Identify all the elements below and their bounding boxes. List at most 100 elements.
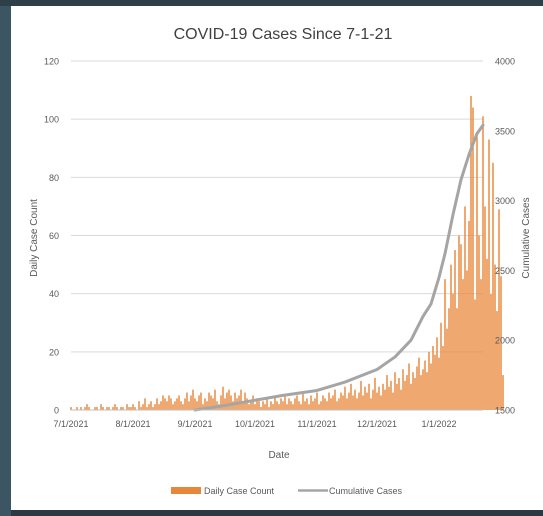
bar-2021-11-02 bbox=[318, 404, 320, 410]
x-tick-11/1/2021: 11/1/2021 bbox=[297, 419, 336, 429]
bar-2021-10-09 bbox=[270, 401, 272, 410]
bar-2021-07-22 bbox=[112, 407, 114, 410]
bar-2021-10-24 bbox=[300, 404, 302, 410]
bar-2021-09-04 bbox=[200, 392, 202, 410]
bar-2021-09-24 bbox=[240, 389, 242, 410]
bar-2021-10-08 bbox=[268, 407, 270, 410]
bar-2021-07-06 bbox=[80, 407, 82, 410]
bar-2021-11-20 bbox=[354, 389, 356, 410]
bar-2021-08-30 bbox=[190, 395, 192, 410]
bar-2021-12-22 bbox=[418, 357, 420, 410]
bar-2021-12-03 bbox=[380, 395, 382, 410]
bar-2021-12-05 bbox=[384, 389, 386, 410]
bar-2021-08-07 bbox=[144, 398, 146, 410]
bar-2021-10-02 bbox=[256, 398, 258, 410]
y-left-tick-100: 100 bbox=[44, 115, 59, 125]
bar-2021-07-10 bbox=[88, 407, 90, 410]
bar-2021-10-10 bbox=[272, 404, 274, 410]
bar-2021-10-14 bbox=[280, 398, 282, 410]
y-left-tick-20: 20 bbox=[49, 347, 59, 357]
bar-2021-11-13 bbox=[340, 392, 342, 410]
bar-2022-01-13 bbox=[462, 279, 464, 411]
bar-2022-01-31 bbox=[498, 209, 500, 410]
bar-2021-12-30 bbox=[434, 354, 436, 410]
bar-2021-08-29 bbox=[188, 401, 190, 410]
bar-2021-11-15 bbox=[344, 386, 346, 410]
bar-2021-11-06 bbox=[326, 401, 328, 410]
window-top-edge bbox=[0, 0, 543, 6]
bar-2021-10-12 bbox=[276, 401, 278, 410]
bar-2021-10-27 bbox=[306, 398, 308, 410]
bar-2021-10-17 bbox=[286, 404, 288, 410]
bar-2021-12-06 bbox=[386, 375, 388, 410]
bar-2021-08-11 bbox=[152, 407, 154, 410]
bar-2021-10-19 bbox=[290, 401, 292, 410]
bar-2021-11-12 bbox=[338, 398, 340, 410]
bar-2021-07-27 bbox=[122, 407, 124, 410]
bar-2022-01-22 bbox=[480, 279, 482, 411]
bar-2021-10-05 bbox=[262, 401, 264, 410]
bar-2021-12-12 bbox=[398, 378, 400, 410]
bar-2021-12-09 bbox=[392, 392, 394, 410]
bar-2021-08-01 bbox=[132, 404, 134, 410]
bar-2021-07-08 bbox=[84, 407, 86, 410]
bar-2021-11-05 bbox=[324, 398, 326, 410]
y-right-tick-1500: 1500 bbox=[495, 406, 515, 416]
x-tick-10/1/2021: 10/1/2021 bbox=[235, 419, 275, 429]
legend-label-daily: Daily Case Count bbox=[204, 486, 275, 496]
bar-2021-09-30 bbox=[252, 395, 254, 410]
bar-2021-12-28 bbox=[430, 363, 432, 410]
bar-2021-07-13 bbox=[94, 407, 96, 410]
bar-2021-08-22 bbox=[174, 401, 176, 410]
bar-2021-07-24 bbox=[116, 407, 118, 410]
bar-2021-11-18 bbox=[350, 383, 352, 410]
bar-2021-07-26 bbox=[120, 407, 122, 410]
bar-2021-08-09 bbox=[148, 404, 150, 410]
bar-2022-01-02 bbox=[440, 322, 442, 410]
bar-2021-08-26 bbox=[182, 404, 184, 410]
bar-2021-12-23 bbox=[420, 375, 422, 410]
bar-2021-08-14 bbox=[158, 404, 160, 410]
bar-2021-10-04 bbox=[260, 407, 262, 410]
bar-2021-11-27 bbox=[368, 383, 370, 410]
legend: Daily Case Count Cumulative Cases bbox=[171, 486, 403, 496]
bar-2021-09-27 bbox=[246, 398, 248, 410]
bar-2021-11-03 bbox=[320, 401, 322, 410]
bar-2021-10-21 bbox=[294, 398, 296, 410]
bar-2021-10-03 bbox=[258, 401, 260, 410]
bar-2021-09-06 bbox=[204, 398, 206, 410]
bar-2021-12-17 bbox=[408, 363, 410, 410]
bar-2022-01-24 bbox=[484, 206, 486, 410]
bar-2021-07-31 bbox=[130, 407, 132, 410]
y-left-tick-0: 0 bbox=[54, 406, 59, 416]
bar-2021-10-22 bbox=[296, 395, 298, 410]
bar-2021-07-30 bbox=[128, 407, 130, 410]
chart-title: COVID-19 Cases Since 7-1-21 bbox=[174, 26, 393, 43]
bar-2022-01-16 bbox=[468, 220, 470, 410]
bar-2022-01-05 bbox=[446, 328, 448, 410]
bar-2021-08-19 bbox=[168, 395, 170, 410]
bar-2021-12-26 bbox=[426, 372, 428, 410]
bar-2021-11-29 bbox=[372, 389, 374, 410]
bar-2022-01-25 bbox=[486, 258, 488, 410]
bar-2021-10-07 bbox=[266, 398, 268, 410]
bar-2021-08-21 bbox=[172, 404, 174, 410]
bar-2021-10-25 bbox=[302, 392, 304, 410]
bar-2021-08-08 bbox=[146, 407, 148, 410]
bar-2021-11-10 bbox=[334, 389, 336, 410]
bar-2021-11-17 bbox=[348, 392, 350, 410]
bar-2021-12-08 bbox=[390, 380, 392, 410]
bar-2021-11-19 bbox=[352, 395, 354, 410]
bar-2022-02-01 bbox=[500, 276, 502, 410]
bar-2021-09-20 bbox=[232, 401, 234, 410]
bar-2021-12-07 bbox=[388, 386, 390, 410]
bar-2021-11-30 bbox=[374, 378, 376, 410]
bar-2021-12-13 bbox=[400, 389, 402, 410]
bar-2021-12-15 bbox=[404, 380, 406, 410]
bar-2021-07-14 bbox=[96, 407, 98, 410]
window-left-edge bbox=[0, 0, 11, 516]
bar-2021-08-02 bbox=[134, 407, 136, 410]
chart-panel: 0 20 40 60 80 100 120 1500 2000 2500 3000 3500 4000 7… bbox=[11, 6, 543, 510]
bar-2021-10-01 bbox=[254, 404, 256, 410]
bar-2021-11-25 bbox=[364, 386, 366, 410]
